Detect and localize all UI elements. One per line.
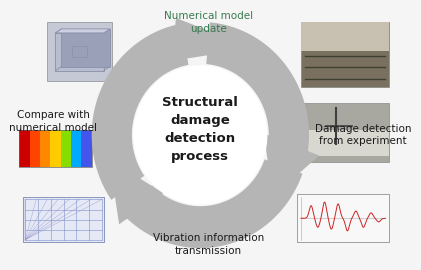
Text: Vibration information
transmission: Vibration information transmission <box>153 234 264 256</box>
Text: Compare with
numerical model: Compare with numerical model <box>9 110 97 133</box>
Polygon shape <box>109 159 163 224</box>
Text: Numerical model
update: Numerical model update <box>164 11 253 34</box>
Text: Structural
damage
detection
process: Structural damage detection process <box>163 96 238 163</box>
FancyBboxPatch shape <box>40 130 51 167</box>
Polygon shape <box>134 66 267 204</box>
Polygon shape <box>172 18 253 61</box>
FancyBboxPatch shape <box>301 22 389 87</box>
Polygon shape <box>206 22 309 155</box>
FancyBboxPatch shape <box>72 46 87 57</box>
FancyBboxPatch shape <box>29 130 40 167</box>
FancyBboxPatch shape <box>50 130 61 167</box>
Polygon shape <box>92 24 189 200</box>
Polygon shape <box>123 159 302 248</box>
FancyBboxPatch shape <box>81 130 92 167</box>
FancyBboxPatch shape <box>23 197 104 242</box>
Text: Damage detection
from experiment: Damage detection from experiment <box>315 124 412 146</box>
FancyBboxPatch shape <box>301 22 389 51</box>
Polygon shape <box>56 29 110 33</box>
FancyBboxPatch shape <box>301 103 389 162</box>
FancyBboxPatch shape <box>297 194 389 242</box>
Polygon shape <box>56 33 104 70</box>
FancyBboxPatch shape <box>61 130 72 167</box>
FancyBboxPatch shape <box>71 130 82 167</box>
Polygon shape <box>61 29 110 66</box>
FancyBboxPatch shape <box>301 130 389 157</box>
FancyBboxPatch shape <box>48 22 112 81</box>
Polygon shape <box>264 133 319 197</box>
FancyBboxPatch shape <box>19 130 30 167</box>
